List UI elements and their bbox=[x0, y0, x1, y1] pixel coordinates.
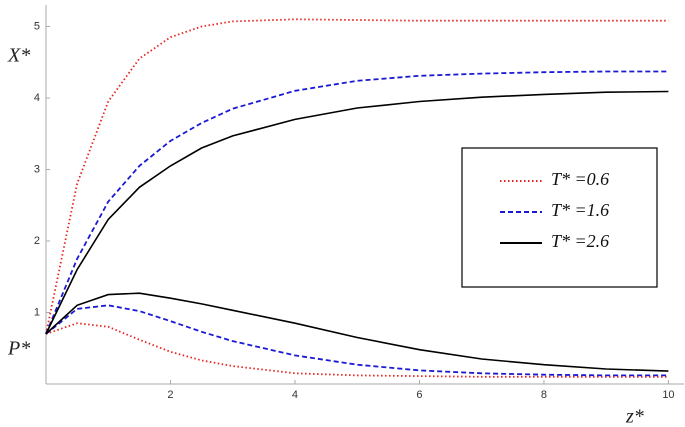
x-tick-label: 4 bbox=[292, 389, 298, 401]
series-line bbox=[45, 90, 669, 335]
legend-box bbox=[461, 147, 658, 288]
y-label: X* bbox=[7, 45, 30, 67]
x-label: z* bbox=[625, 406, 644, 427]
series-line bbox=[45, 70, 669, 335]
legend-label: T* =0.6 bbox=[551, 169, 609, 189]
x-tick-label: 2 bbox=[167, 389, 173, 401]
series-line bbox=[45, 18, 669, 335]
legend-label: T* =2.6 bbox=[551, 231, 609, 251]
y-label: P* bbox=[7, 338, 30, 360]
x-tick-label: 6 bbox=[416, 389, 422, 401]
series-line bbox=[45, 304, 669, 377]
y-tick-label: 1 bbox=[34, 306, 40, 318]
legend-label: T* =1.6 bbox=[551, 200, 609, 220]
x-tick-label: 10 bbox=[662, 389, 674, 401]
x-tick-label: 8 bbox=[541, 389, 547, 401]
series-line bbox=[45, 292, 669, 372]
series-line bbox=[45, 322, 669, 378]
y-tick-label: 3 bbox=[34, 163, 40, 175]
y-tick-label: 4 bbox=[34, 92, 40, 104]
y-tick-label: 2 bbox=[34, 235, 40, 247]
y-tick-label: 5 bbox=[34, 20, 40, 32]
